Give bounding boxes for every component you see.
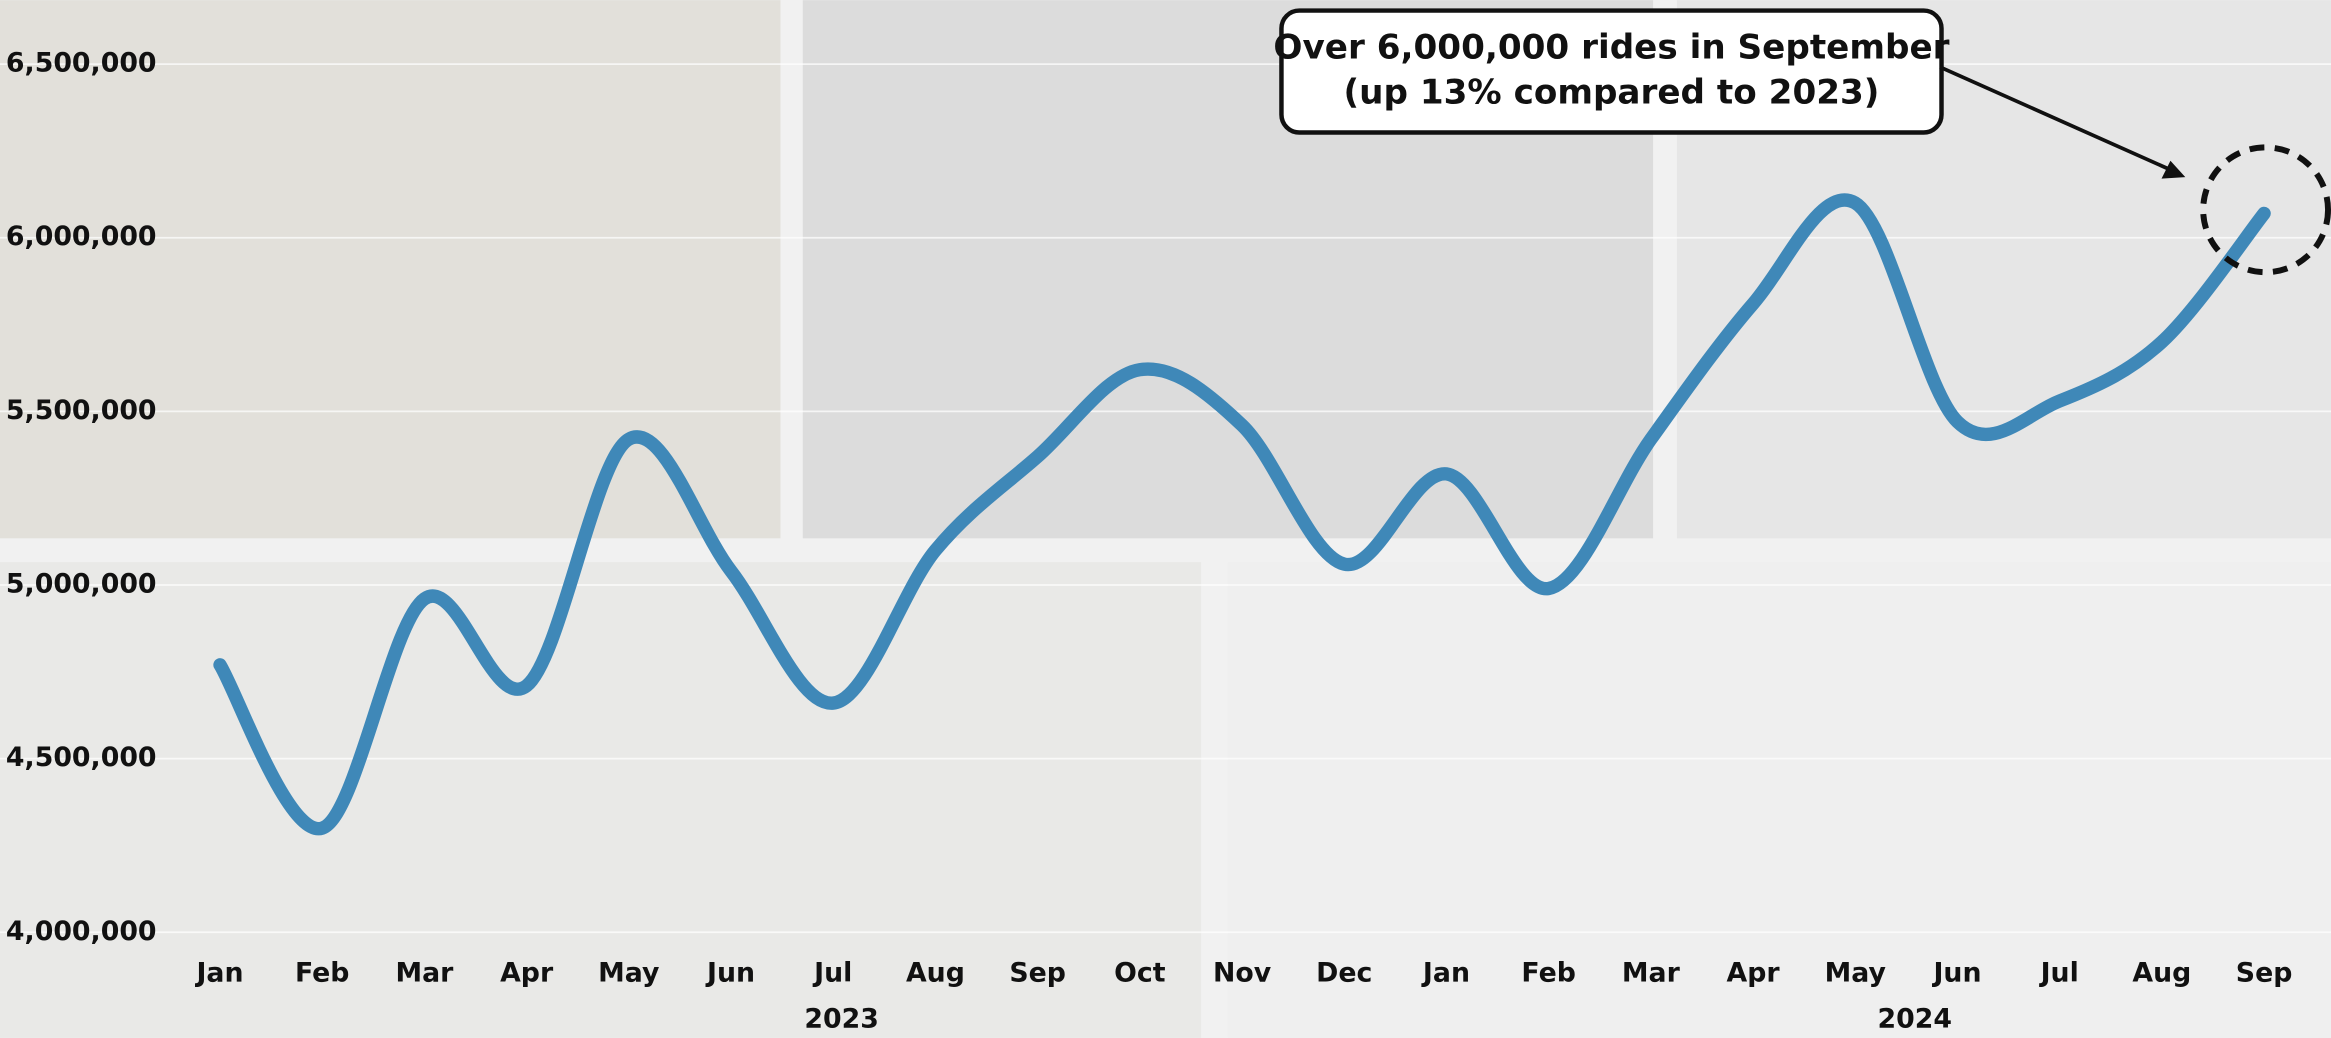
x-tick-label: Feb: [295, 957, 349, 988]
x-tick-label: Jan: [1421, 957, 1470, 988]
x-tick-label: Sep: [2236, 957, 2293, 988]
y-tick-label: 4,000,000: [6, 916, 157, 947]
y-tick-label: 6,000,000: [6, 221, 157, 252]
y-tick-label: 5,500,000: [6, 395, 157, 426]
x-tick-label: Apr: [500, 957, 554, 988]
annotation-box: [1279, 8, 1944, 135]
y-tick-label: 4,500,000: [6, 742, 157, 773]
photo: [1227, 562, 2331, 1038]
x-tick-label: Feb: [1521, 957, 1575, 988]
annotation-text: (up 13% compared to 2023): [1344, 72, 1880, 112]
x-group-label: 2024: [1878, 1003, 1952, 1034]
x-tick-label: Mar: [1622, 957, 1681, 988]
x-tick-label: Aug: [906, 957, 965, 988]
y-tick-label: 5,000,000: [6, 569, 157, 600]
x-tick-label: Aug: [2132, 957, 2191, 988]
x-tick-label: Jul: [812, 957, 852, 988]
annotation-text: Over 6,000,000 rides in September: [1273, 28, 1949, 68]
x-tick-label: Jun: [1931, 957, 1981, 988]
x-tick-label: May: [1825, 957, 1886, 988]
x-tick-label: Nov: [1213, 957, 1272, 988]
x-tick-label: May: [598, 957, 659, 988]
x-tick-label: Jun: [705, 957, 755, 988]
x-tick-label: Apr: [1727, 957, 1781, 988]
x-tick-label: Dec: [1316, 957, 1372, 988]
annotation-arrow: [1939, 65, 2175, 173]
x-group-label: 2023: [804, 1003, 878, 1034]
x-tick-label: Oct: [1114, 957, 1166, 988]
y-tick-label: 6,500,000: [6, 48, 157, 79]
x-tick-label: Mar: [395, 957, 454, 988]
x-tick-label: Jul: [2039, 957, 2079, 988]
highlight-circle: [2200, 144, 2331, 276]
data-line: [213, 193, 2271, 835]
photo: [0, 562, 1202, 1038]
x-tick-label: Jan: [194, 957, 243, 988]
arrow-head: [2161, 160, 2186, 179]
x-tick-label: Sep: [1009, 957, 1066, 988]
